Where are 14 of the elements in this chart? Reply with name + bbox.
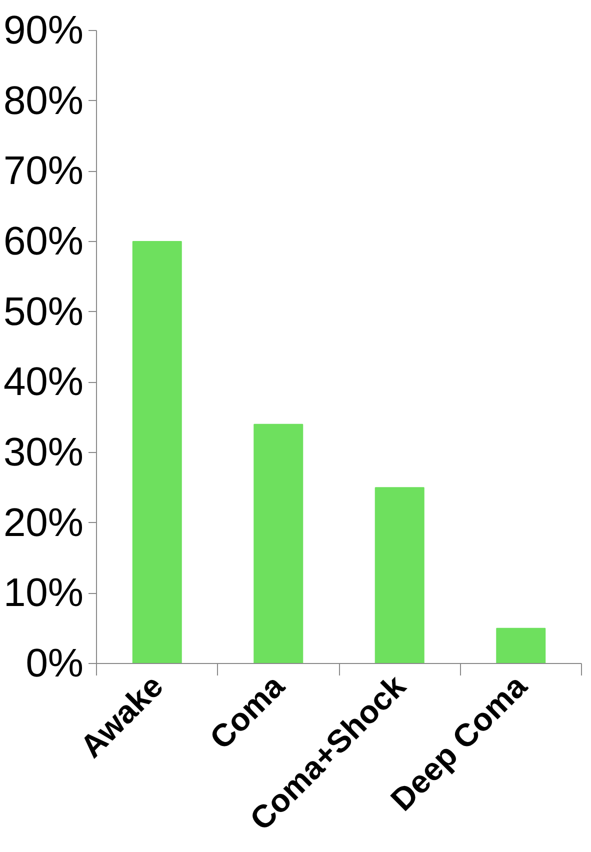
y-tick-label: 80% (3, 78, 84, 123)
y-tick-label: 10% (3, 571, 84, 616)
y-tick-label: 40% (3, 360, 84, 404)
y-tick-label: 70% (3, 149, 84, 194)
y-tick-label: 60% (3, 220, 84, 264)
bar (254, 424, 304, 664)
bar (374, 487, 424, 664)
y-tick-label: 90% (3, 8, 84, 52)
bar (132, 241, 182, 664)
y-tick-label: 50% (3, 290, 84, 334)
bar (496, 628, 546, 664)
y-tick-label: 20% (3, 500, 84, 545)
y-tick-label: 0% (26, 642, 84, 686)
y-tick-label: 30% (3, 430, 84, 474)
